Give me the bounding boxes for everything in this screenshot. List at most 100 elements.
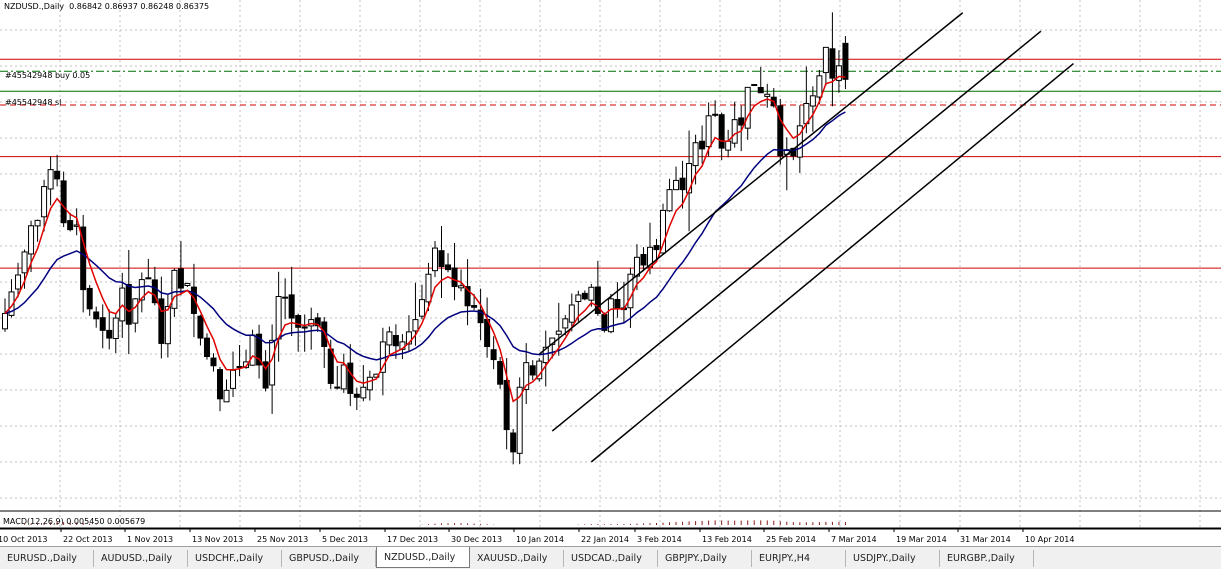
candle-body — [177, 268, 184, 289]
x-tick-label: 10 Jan 2014 — [516, 535, 564, 544]
candle-body — [203, 337, 210, 358]
candle-body — [777, 105, 784, 157]
candle-body — [842, 42, 849, 80]
order-buy-label: #45542948 buy 0.05 — [5, 71, 91, 80]
candle-body — [15, 274, 22, 290]
candle-body — [835, 65, 842, 81]
candle-body — [764, 93, 771, 97]
candle-body — [516, 386, 523, 454]
candle-body — [197, 315, 204, 339]
candle-body — [477, 309, 484, 324]
candle-body — [679, 177, 686, 191]
channel-line — [551, 30, 1042, 432]
x-tick-label: 30 Dec 2013 — [451, 535, 502, 544]
chart-tab-eurjpy-h4[interactable]: EURJPY.,H4 — [752, 550, 846, 567]
chart-tab-usdcad-daily[interactable]: USDCAD.,Daily — [564, 550, 658, 567]
candle-body — [666, 189, 673, 212]
chart-area[interactable]: 10 Oct 2013 22 Oct 2013 1 Nov 2013 13 Nov 2… — [0, 0, 1221, 546]
candle-body — [418, 299, 425, 317]
candle-body — [529, 365, 536, 376]
candle-body — [282, 296, 289, 299]
candle-body — [125, 283, 132, 325]
candle-body — [256, 333, 263, 366]
candle-body — [171, 269, 178, 309]
candle-body — [353, 393, 360, 398]
candle-body — [425, 273, 432, 303]
candle-body — [2, 312, 8, 330]
channel-line — [538, 12, 964, 355]
candle-body — [562, 318, 569, 329]
chart-symbol-label: NZDUSD.,Daily — [4, 2, 65, 11]
chart-tab-gbpusd-daily[interactable]: GBPUSD.,Daily — [282, 550, 376, 567]
chart-tab-eurusd-daily[interactable]: EURUSD.,Daily — [0, 550, 94, 567]
candle-body — [158, 298, 165, 344]
symbol-header: NZDUSD.,Daily 0.86842 0.86937 0.86248 0.… — [4, 2, 209, 11]
candle-body — [490, 349, 497, 361]
candle-body — [438, 250, 445, 268]
x-tick-label: 5 Dec 2013 — [322, 535, 368, 544]
candle-body — [190, 286, 197, 314]
candle-body — [816, 75, 823, 98]
candle-body — [445, 264, 452, 271]
candle-body — [223, 389, 230, 403]
candle-body — [699, 140, 706, 150]
x-tick-label: 13 Nov 2013 — [192, 535, 243, 544]
candle-body — [555, 330, 562, 335]
candle-body — [314, 317, 321, 327]
candle-body — [692, 142, 699, 167]
x-tick-label: 31 Mar 2014 — [960, 535, 1011, 544]
candle-body — [607, 298, 614, 333]
candle-body — [809, 95, 816, 107]
candle-body — [660, 209, 667, 254]
candle-body — [41, 186, 48, 218]
candle-body — [412, 319, 419, 332]
x-tick-label: 22 Oct 2013 — [63, 535, 112, 544]
candle-body — [640, 253, 647, 266]
chart-tab-xauusd-daily[interactable]: XAUUSD.,Daily — [470, 550, 564, 567]
candle-body — [151, 279, 158, 304]
chart-tab-eurgbp-daily[interactable]: EURGBP.,Daily — [940, 550, 1034, 567]
chart-tab-gbpjpy-daily[interactable]: GBPJPY.,Daily — [658, 550, 752, 567]
candle-body — [731, 119, 738, 144]
candle-body — [67, 220, 74, 231]
candle-body — [751, 84, 758, 87]
candle-body — [8, 291, 15, 316]
x-tick-label: 10 Oct 2013 — [0, 535, 47, 544]
candle-body — [718, 114, 725, 149]
candle-body — [288, 294, 295, 319]
candle-body — [712, 113, 719, 116]
channel-line — [590, 62, 1074, 463]
candle-body — [822, 46, 829, 74]
order-sl-label: #45542948 sl — [5, 98, 62, 107]
macd-label: MACD(12,26,9) 0.005450 0.005679 — [3, 517, 146, 526]
candle-body — [230, 369, 237, 389]
candle-body — [295, 315, 302, 328]
candle-body — [262, 361, 269, 389]
candle-body — [503, 380, 510, 431]
candle-body — [340, 364, 347, 390]
chart-tab-audusd-daily[interactable]: AUDUSD.,Daily — [94, 550, 188, 567]
candle-body — [581, 292, 588, 300]
chart-tab-nzdusd-daily[interactable]: NZDUSD.,Daily — [376, 547, 470, 568]
candle-body — [347, 362, 354, 394]
chart-tab-usdjpy-daily[interactable]: USDJPY.,Daily — [846, 550, 940, 567]
candle-body — [132, 298, 139, 324]
candle-body — [536, 360, 543, 380]
candle-body — [138, 279, 145, 301]
ohlc-values: 0.86842 0.86937 0.86248 0.86375 — [69, 2, 210, 11]
candle-body — [112, 317, 119, 340]
candle-body — [106, 329, 113, 339]
candle-body — [594, 286, 601, 314]
x-tick-label: 1 Nov 2013 — [127, 535, 173, 544]
chart-tab-bar: EURUSD.,Daily AUDUSD.,Daily USDCHF.,Daily G… — [0, 546, 1221, 569]
candle-body — [431, 247, 438, 272]
x-tick-label: 22 Jan 2014 — [581, 535, 629, 544]
x-tick-label: 17 Dec 2013 — [387, 535, 438, 544]
candle-body — [216, 369, 223, 400]
candle-body — [829, 48, 836, 79]
candle-body — [568, 304, 575, 323]
candle-body — [673, 179, 680, 191]
price-chart[interactable]: 10 Oct 2013 22 Oct 2013 1 Nov 2013 13 Nov 2… — [0, 0, 1221, 546]
chart-tab-usdchf-daily[interactable]: USDCHF.,Daily — [188, 550, 282, 567]
candle-body — [451, 267, 458, 288]
